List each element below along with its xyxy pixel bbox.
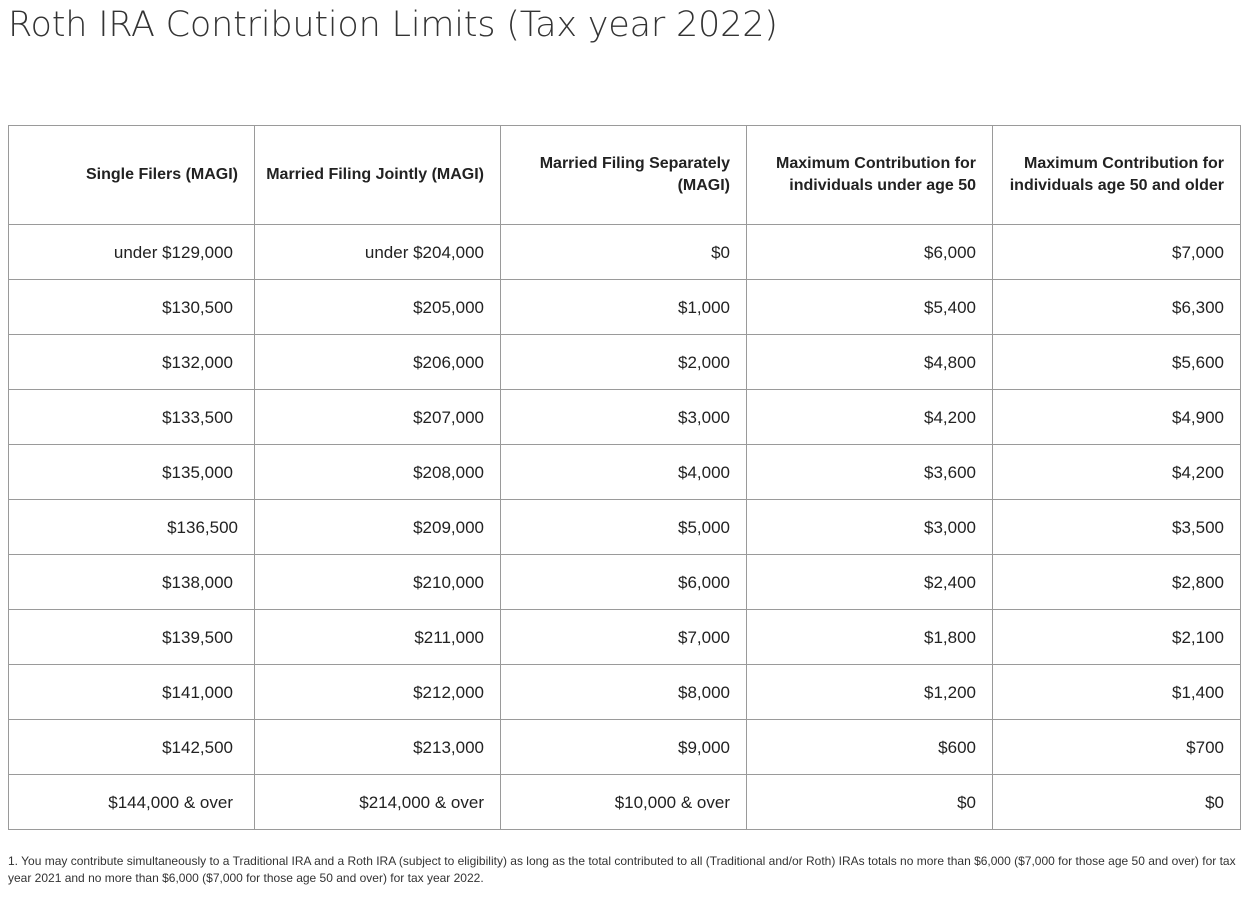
table-row: $139,500 $211,000 $7,000 $1,800 $2,100 [8, 609, 1241, 665]
table-cell: $141,000 [8, 664, 255, 720]
table-cell: $3,000 [746, 499, 993, 555]
table-cell: $5,400 [746, 279, 993, 335]
table-cell: $212,000 [254, 664, 501, 720]
table-cell: $136,500 [8, 499, 255, 555]
table-cell: $1,400 [992, 664, 1241, 720]
table-cell: $4,900 [992, 389, 1241, 445]
table-cell: $6,000 [746, 224, 993, 280]
table-cell: $205,000 [254, 279, 501, 335]
table-cell: $3,500 [992, 499, 1241, 555]
table-row: $144,000 & over $214,000 & over $10,000 … [8, 774, 1241, 830]
table-cell: $1,000 [500, 279, 747, 335]
header-max-contribution-50-and-older: Maximum Contribution for individuals age… [992, 125, 1241, 225]
table-cell: $5,600 [992, 334, 1241, 390]
table-row: $142,500 $213,000 $9,000 $600 $700 [8, 719, 1241, 775]
table-cell: $2,400 [746, 554, 993, 610]
table-header-row: Single Filers (MAGI) Married Filing Join… [8, 125, 1241, 225]
table-cell: $207,000 [254, 389, 501, 445]
table-cell: $4,200 [746, 389, 993, 445]
table-cell: $213,000 [254, 719, 501, 775]
table-cell: $7,000 [992, 224, 1241, 280]
table-cell: $1,800 [746, 609, 993, 665]
table-cell: $214,000 & over [254, 774, 501, 830]
table-cell: $0 [746, 774, 993, 830]
footnote: 1. You may contribute simultaneously to … [8, 854, 1236, 885]
table-cell: $133,500 [8, 389, 255, 445]
header-married-filing-jointly: Married Filing Jointly (MAGI) [254, 125, 501, 225]
table-cell: $4,000 [500, 444, 747, 500]
table-cell: $206,000 [254, 334, 501, 390]
table-cell: $2,000 [500, 334, 747, 390]
table-cell: $10,000 & over [500, 774, 747, 830]
contribution-limits-table: Single Filers (MAGI) Married Filing Join… [8, 125, 1241, 830]
table-cell: $130,500 [8, 279, 255, 335]
table-cell: under $129,000 [8, 224, 255, 280]
table-cell: $2,800 [992, 554, 1241, 610]
table-cell: $142,500 [8, 719, 255, 775]
table-row: $138,000 $210,000 $6,000 $2,400 $2,800 [8, 554, 1241, 610]
table-cell: $4,200 [992, 444, 1241, 500]
table-row: $135,000 $208,000 $4,000 $3,600 $4,200 [8, 444, 1241, 500]
table-cell: $7,000 [500, 609, 747, 665]
page-title: Roth IRA Contribution Limits (Tax year 2… [8, 5, 778, 45]
table-cell: $211,000 [254, 609, 501, 665]
table-row: $136,500 $209,000 $5,000 $3,000 $3,500 [8, 499, 1241, 555]
table-cell: $3,600 [746, 444, 993, 500]
header-married-filing-separately: Married Filing Separately (MAGI) [500, 125, 747, 225]
table-cell: $210,000 [254, 554, 501, 610]
table-cell: $1,200 [746, 664, 993, 720]
table-cell: $700 [992, 719, 1241, 775]
table-cell: $4,800 [746, 334, 993, 390]
table-cell: $132,000 [8, 334, 255, 390]
table-cell: $135,000 [8, 444, 255, 500]
table-cell: under $204,000 [254, 224, 501, 280]
table-cell: $9,000 [500, 719, 747, 775]
table-cell: $600 [746, 719, 993, 775]
table-cell: $209,000 [254, 499, 501, 555]
table-cell: $208,000 [254, 444, 501, 500]
table-cell: $6,000 [500, 554, 747, 610]
table-row: $130,500 $205,000 $1,000 $5,400 $6,300 [8, 279, 1241, 335]
table-row: $132,000 $206,000 $2,000 $4,800 $5,600 [8, 334, 1241, 390]
table-cell: $139,500 [8, 609, 255, 665]
table-cell: $0 [500, 224, 747, 280]
header-single-filers: Single Filers (MAGI) [8, 125, 255, 225]
table-cell: $138,000 [8, 554, 255, 610]
table-cell: $0 [992, 774, 1241, 830]
table-cell: $3,000 [500, 389, 747, 445]
table-cell: $8,000 [500, 664, 747, 720]
table-cell: $5,000 [500, 499, 747, 555]
table-cell: $144,000 & over [8, 774, 255, 830]
table-cell: $2,100 [992, 609, 1241, 665]
table-row: under $129,000 under $204,000 $0 $6,000 … [8, 224, 1241, 280]
header-max-contribution-under-50: Maximum Contribution for individuals und… [746, 125, 993, 225]
table-row: $133,500 $207,000 $3,000 $4,200 $4,900 [8, 389, 1241, 445]
table-row: $141,000 $212,000 $8,000 $1,200 $1,400 [8, 664, 1241, 720]
table-cell: $6,300 [992, 279, 1241, 335]
